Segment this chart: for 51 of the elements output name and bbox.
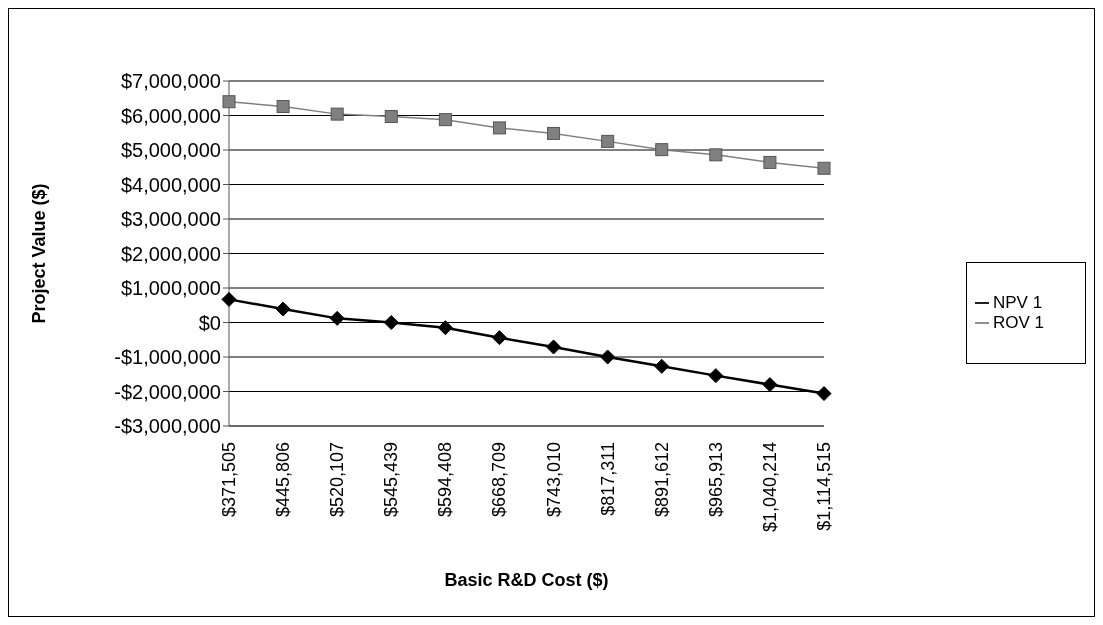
point <box>491 330 507 346</box>
point <box>601 134 615 148</box>
legend-label: NPV 1 <box>993 292 1043 312</box>
point <box>709 148 723 162</box>
point <box>654 358 670 374</box>
x-tick-label: $668,709 <box>489 442 510 518</box>
point <box>763 155 777 169</box>
point <box>600 349 616 365</box>
point <box>330 107 344 121</box>
x-tick-label: $817,311 <box>597 442 618 516</box>
point <box>816 386 832 402</box>
x-tick-label: $594,408 <box>435 442 456 518</box>
point <box>437 320 453 336</box>
point <box>762 377 778 393</box>
x-tick-label: $1,114,515 <box>814 442 834 531</box>
x-tick-label: $520,107 <box>327 442 348 518</box>
point <box>383 315 399 330</box>
y-tick-label: -$1,000,000 <box>114 346 221 369</box>
point <box>222 95 236 109</box>
point <box>655 143 669 157</box>
point <box>384 110 398 124</box>
x-tick-label: $545,439 <box>381 442 402 518</box>
y-tick-label: $2,000,000 <box>120 242 221 265</box>
point <box>708 368 724 384</box>
point <box>547 126 561 140</box>
x-axis-title: Basic R&D Cost ($) <box>444 570 609 590</box>
y-tick-label: -$2,000,000 <box>114 380 221 403</box>
point <box>438 113 452 127</box>
point <box>492 121 506 135</box>
y-tick-label: $4,000,000 <box>120 173 221 196</box>
y-tick-label: $0 <box>198 311 221 334</box>
point <box>546 339 562 355</box>
x-tick-label: $891,612 <box>651 442 672 518</box>
y-tick-label: $7,000,000 <box>120 70 221 93</box>
y-tick-label: $6,000,000 <box>120 104 221 127</box>
point <box>276 100 290 114</box>
x-tick-label: $1,040,214 <box>759 442 780 533</box>
x-tick-label: $445,806 <box>273 442 294 518</box>
x-tick-label: $965,913 <box>705 442 726 518</box>
point <box>817 161 831 175</box>
point <box>329 310 345 326</box>
y-axis-title: Project Value ($) <box>29 183 50 324</box>
legend-label: ROV 1 <box>993 312 1045 332</box>
y-tick-label: -$3,000,000 <box>114 415 221 438</box>
y-tick-label: $3,000,000 <box>120 208 221 231</box>
y-tick-label: $1,000,000 <box>120 277 221 300</box>
point <box>221 291 237 307</box>
y-tick-label: $5,000,000 <box>120 139 221 162</box>
x-tick-label: $371,505 <box>219 442 239 518</box>
point <box>275 301 291 317</box>
x-tick-label: $743,010 <box>543 442 564 518</box>
